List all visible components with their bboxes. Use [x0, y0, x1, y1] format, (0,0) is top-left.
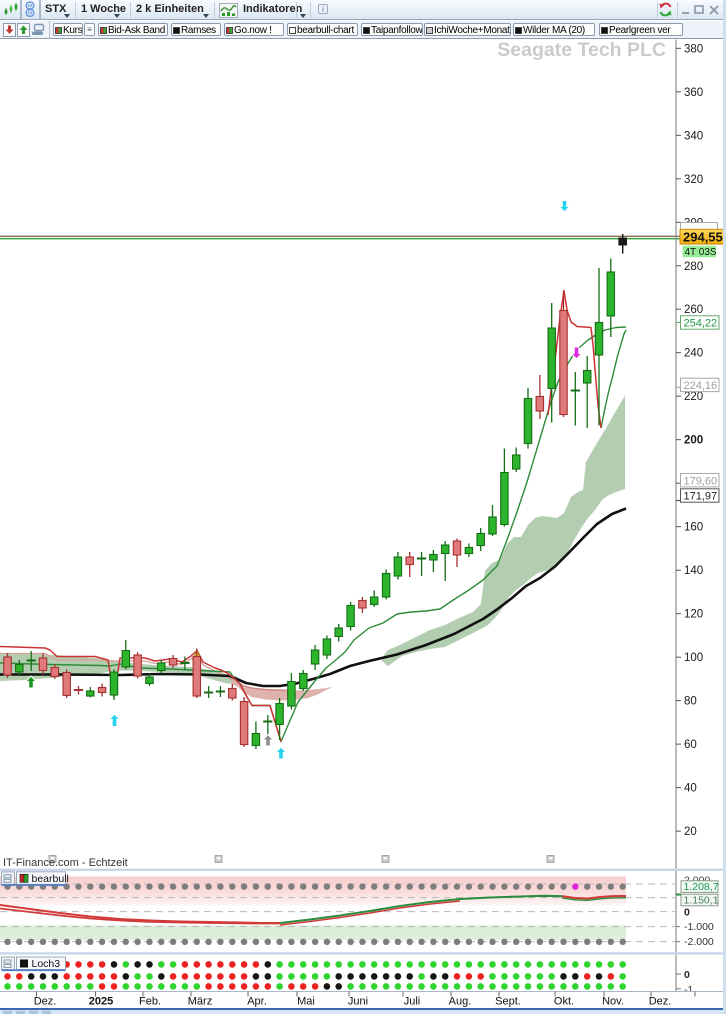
svg-text:171,97: 171,97: [684, 491, 718, 503]
svg-text:Feb.: Feb.: [139, 996, 161, 1008]
svg-text:40: 40: [684, 783, 697, 795]
svg-text:Sept.: Sept.: [495, 996, 521, 1008]
svg-text:Mai: Mai: [297, 996, 315, 1008]
svg-text:280: 280: [684, 261, 703, 273]
svg-text:-2.000: -2.000: [684, 936, 714, 948]
svg-text:Okt.: Okt.: [554, 996, 574, 1008]
svg-text:Nov.: Nov.: [602, 996, 624, 1008]
svg-text:20: 20: [684, 826, 697, 838]
svg-text:120: 120: [684, 609, 703, 621]
svg-text:294,55: 294,55: [683, 230, 723, 245]
svg-text:Juli: Juli: [404, 996, 421, 1008]
svg-text:80: 80: [684, 696, 697, 708]
svg-text:4T 03S: 4T 03S: [685, 247, 717, 258]
svg-text:254,22: 254,22: [684, 318, 718, 330]
svg-text:60: 60: [684, 739, 697, 751]
svg-text:0: 0: [684, 969, 690, 981]
svg-text:179,60: 179,60: [684, 475, 718, 487]
svg-text:Aug.: Aug.: [449, 996, 472, 1008]
svg-text:2025: 2025: [89, 996, 113, 1008]
svg-text:240: 240: [684, 348, 703, 360]
svg-text:-1: -1: [684, 984, 693, 996]
svg-text:Dez.: Dez.: [649, 996, 672, 1008]
svg-text:0: 0: [684, 907, 690, 919]
svg-text:IT-Finance.com - Echtzeit: IT-Finance.com - Echtzeit: [3, 857, 128, 869]
svg-text:160: 160: [684, 522, 703, 534]
svg-text:260: 260: [684, 304, 703, 316]
svg-text:Juni: Juni: [348, 996, 368, 1008]
svg-text:März: März: [188, 996, 212, 1008]
svg-text:220: 220: [684, 391, 703, 403]
svg-text:320: 320: [684, 174, 703, 186]
svg-text:140: 140: [684, 565, 703, 577]
svg-text:1.208,7: 1.208,7: [684, 881, 719, 893]
svg-text:Apr.: Apr.: [247, 996, 267, 1008]
svg-text:Loch3: Loch3: [32, 958, 61, 970]
svg-text:100: 100: [684, 652, 703, 664]
svg-text:1.150,1: 1.150,1: [684, 895, 719, 907]
svg-text:Dez.: Dez.: [34, 996, 57, 1008]
svg-text:224,16: 224,16: [684, 380, 718, 392]
svg-text:Seagate Tech PLC: Seagate Tech PLC: [497, 39, 666, 61]
svg-text:360: 360: [684, 87, 703, 99]
svg-text:200: 200: [684, 435, 703, 447]
svg-text:380: 380: [684, 43, 703, 55]
svg-text:340: 340: [684, 130, 703, 142]
svg-text:-1.000: -1.000: [684, 921, 714, 933]
svg-text:bearbull: bearbull: [32, 873, 69, 885]
